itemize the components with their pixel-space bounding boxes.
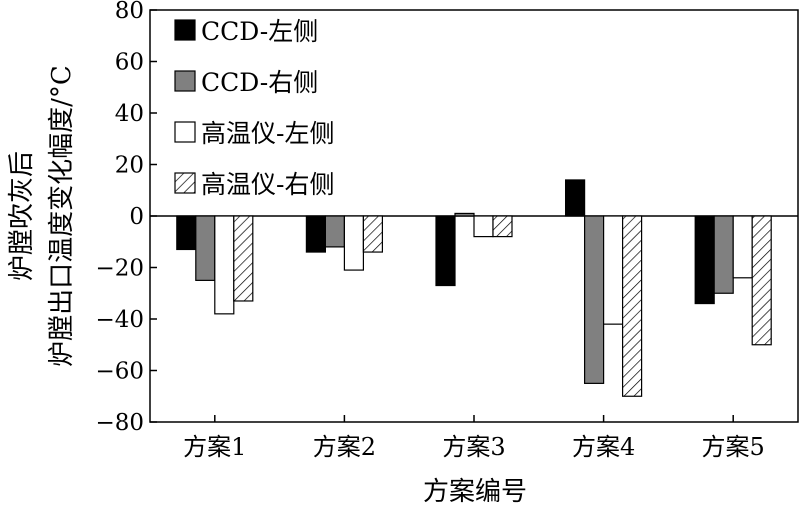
bar — [713, 215, 734, 294]
y-tick-label: −40 — [95, 307, 144, 333]
bars — [176, 179, 772, 397]
bar — [564, 179, 586, 217]
legend-label: 高温仪-左侧 — [201, 119, 334, 148]
x-tick-label: 方案5 — [702, 433, 765, 461]
bar — [435, 215, 456, 287]
y-tick-label: −20 — [95, 256, 144, 282]
legend-label: CCD-右侧 — [201, 68, 318, 97]
bar — [492, 215, 513, 238]
bar — [195, 215, 216, 281]
y-tick-label: −60 — [95, 359, 144, 385]
bar — [621, 215, 643, 397]
legend-label: 高温仪-右侧 — [201, 170, 334, 199]
bar — [454, 212, 475, 217]
y-tick-label: 60 — [115, 50, 144, 76]
legend-swatch — [174, 70, 196, 92]
legend-swatch — [174, 172, 196, 194]
x-tick-label: 方案2 — [313, 433, 376, 461]
legend-swatch — [174, 121, 196, 143]
x-axis-title: 方案编号 — [423, 477, 527, 506]
y-axis-title-line2: 炉膛出口温度变化幅度/°C — [47, 65, 77, 367]
y-tick-label: 0 — [129, 204, 144, 230]
x-axis: 方案1 方案2 方案3 方案4 方案5 — [183, 415, 765, 461]
bar — [214, 215, 235, 315]
y-tick-label: −80 — [95, 410, 144, 436]
bar — [362, 215, 383, 253]
bar — [305, 215, 326, 253]
x-tick-label: 方案4 — [572, 433, 635, 461]
bar — [233, 215, 254, 302]
y-tick-label: 80 — [115, 0, 144, 24]
bar — [732, 215, 753, 279]
y-axis-title-line1: 炉膛吹灰后 — [7, 151, 37, 281]
bar — [602, 215, 624, 325]
x-tick-label: 方案1 — [183, 433, 246, 461]
bar — [324, 215, 345, 248]
bar — [694, 215, 715, 305]
bar — [176, 215, 197, 251]
x-tick-label: 方案3 — [442, 433, 505, 461]
y-axis: −80 −60 −40 −20 0 20 40 60 80 — [95, 0, 157, 436]
y-tick-label: 20 — [115, 153, 144, 179]
bar — [751, 215, 772, 346]
y-tick-label: 40 — [115, 101, 144, 127]
bar — [473, 215, 494, 238]
bar — [343, 215, 364, 271]
bar — [583, 215, 605, 384]
legend-label: CCD-左侧 — [201, 17, 318, 46]
legend-swatch — [174, 19, 196, 41]
